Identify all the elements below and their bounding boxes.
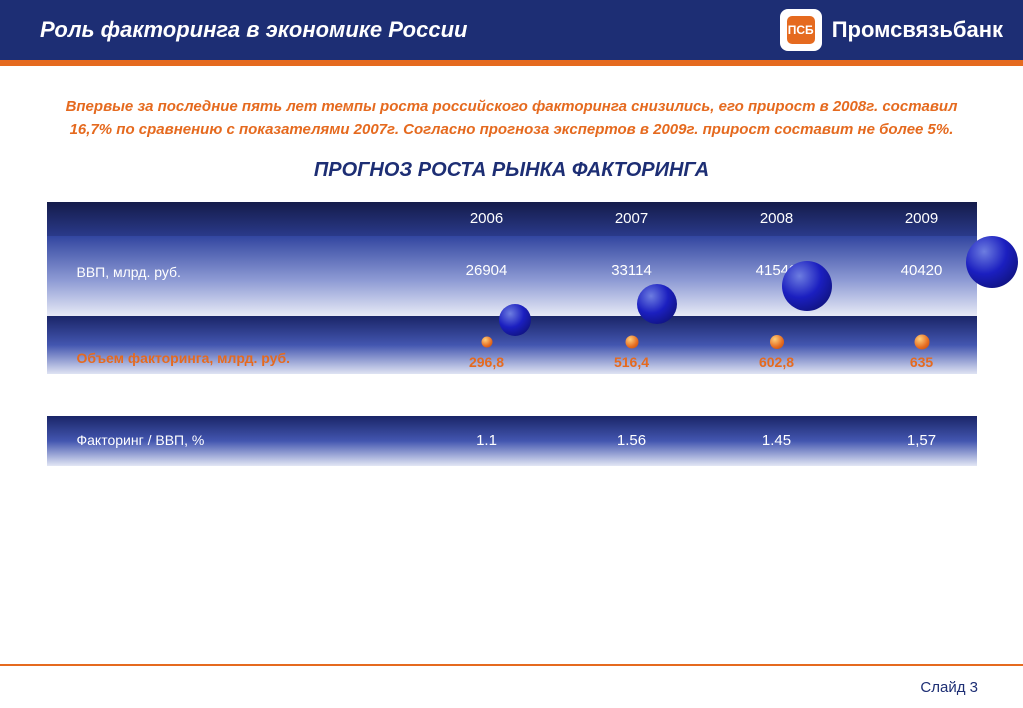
gdp-bubble-0 [499,304,531,336]
gdp-bubble-3 [966,236,1018,288]
year-3: 2009 [862,210,982,227]
footer-divider [0,664,1023,666]
bank-logo: ПСБ Промсвязьбанк [780,9,1003,51]
gdp-label: ВВП, млрд. руб. [77,264,181,280]
psb-logo-text: ПСБ [787,16,815,44]
year-2: 2008 [717,210,837,227]
gdp-bubble-1 [637,284,677,324]
fact-val-2: 602,8 [717,354,837,370]
ratio-val-1: 1.56 [572,432,692,449]
ratio-val-0: 1.1 [427,432,547,449]
fact-val-3: 635 [862,354,982,370]
year-1: 2007 [572,210,692,227]
slide-header: Роль факторинга в экономике России ПСБ П… [0,0,1023,60]
chart-title: ПРОГНОЗ РОСТА РЫНКА ФАКТОРИНГА [45,159,978,182]
slide-title: Роль факторинга в экономике России [40,17,467,43]
slide-number: Слайд 3 [920,679,978,696]
gdp-val-1: 33114 [572,262,692,279]
gap-band [47,374,977,416]
year-0: 2006 [427,210,547,227]
ratio-val-2: 1.45 [717,432,837,449]
ratio-label: Факторинг / ВВП, % [77,432,205,448]
ratio-val-3: 1,57 [862,432,982,449]
intro-text: Впервые за последние пять лет темпы рост… [45,96,978,141]
gdp-val-3: 40420 [862,262,982,279]
factoring-bubble-2 [770,335,784,349]
factoring-bubble-3 [914,335,929,350]
forecast-chart: 2006 2007 2008 2009 ВВП, млрд. руб. Объе… [47,202,977,482]
factoring-bubble-1 [625,336,638,349]
factoring-bubble-0 [481,337,492,348]
gdp-bubble-2 [782,261,832,311]
fact-val-0: 296,8 [427,354,547,370]
psb-logo-icon: ПСБ [780,9,822,51]
bank-name: Промсвязьбанк [832,17,1003,43]
gdp-val-0: 26904 [427,262,547,279]
slide-content: Впервые за последние пять лет темпы рост… [0,66,1023,482]
factoring-label: Объем факторинга, млрд. руб. [77,350,291,366]
fact-val-1: 516,4 [572,354,692,370]
